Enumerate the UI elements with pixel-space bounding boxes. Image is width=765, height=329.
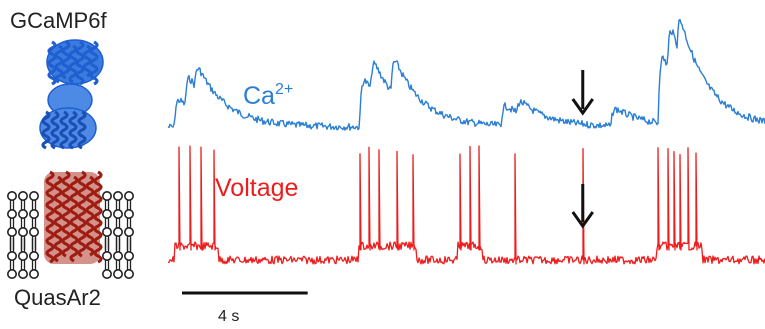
lipid-head-2 (7, 227, 17, 238)
quasar2-helix-5 (85, 175, 95, 257)
calcium-event-arrow-icon (571, 70, 594, 116)
lipid-head-16 (102, 209, 113, 220)
lipid-head-24 (113, 251, 124, 262)
lipid-head-27 (124, 227, 135, 238)
quasar2-helix-4 (77, 170, 87, 258)
calcium-event-arrow-icon-head (571, 98, 594, 116)
quasar2-helix-6 (93, 170, 103, 264)
gcamp6f-helix-3 (68, 110, 78, 150)
calcium-label-superscript: 2+ (275, 81, 293, 98)
lipid-head-25 (124, 191, 135, 202)
lipid-membrane (7, 191, 135, 279)
lipid-head-22 (113, 227, 124, 238)
gcamp6f-strand-3 (68, 44, 78, 84)
lipid-head-14 (28, 251, 39, 262)
gcamp6f-strand-2 (61, 40, 71, 80)
time-scale-bar: 4 s (182, 291, 308, 325)
lipid-tail-24 (115, 238, 121, 252)
calcium-series: Ca2+ (167, 18, 765, 131)
lipid-head-10 (28, 191, 39, 202)
gcamp6f-helix-0 (41, 110, 51, 150)
lipid-head-7 (17, 227, 28, 238)
quasar2-helix-0 (45, 170, 55, 264)
lipid-tail-9 (20, 238, 26, 252)
lipid-tail-4 (9, 238, 15, 252)
gcamp6f-strand-5 (82, 44, 92, 78)
gcamp6f-strand-0 (47, 40, 57, 86)
voltage-trace-line (167, 145, 765, 265)
voltage-series-label: Voltage (215, 174, 298, 202)
lipid-head-18 (102, 268, 113, 279)
lipid-head-15 (102, 191, 113, 202)
gcamp6f-protein-structure (39, 39, 104, 150)
lipid-head-28 (124, 268, 135, 279)
scale-bar-label: 4 s (218, 308, 239, 325)
lipid-head-11 (28, 209, 39, 220)
lipid-head-29 (124, 251, 135, 262)
gcamp6f-helix-1 (50, 110, 60, 150)
quasar2-protein-structure (44, 170, 103, 264)
lipid-head-12 (28, 227, 39, 238)
lipid-head-9 (17, 251, 28, 262)
lipid-head-21 (113, 209, 124, 220)
voltage-spike-arrow-icon-head (571, 211, 594, 229)
lipid-head-13 (28, 268, 39, 279)
lipid-head-23 (113, 268, 124, 279)
lipid-tail-14 (31, 238, 37, 252)
calcium-label-base: Ca (243, 82, 275, 110)
voltage-spike-arrow-icon (571, 184, 594, 229)
lipid-head-6 (17, 209, 28, 220)
gcamp6f-helix-2 (59, 110, 69, 150)
voltage-series: Voltage (167, 145, 765, 265)
lipid-head-26 (124, 209, 135, 220)
gcamp6f-strand-4 (75, 40, 85, 86)
gcamp6f-strand-1 (54, 44, 64, 84)
calcium-series-label: Ca2+ (243, 81, 293, 110)
annotation-arrows (571, 70, 594, 229)
quasar2-helix-1 (53, 175, 63, 263)
calcium-trace-line (167, 18, 765, 131)
lipid-head-20 (113, 191, 124, 202)
quasar2-helix-2 (61, 170, 71, 258)
gcamp6f-strand-6 (89, 40, 99, 86)
gcamp6f-helix-4 (77, 110, 87, 150)
lipid-head-4 (7, 251, 17, 262)
lipid-head-5 (17, 191, 28, 202)
quasar2-helix-3 (69, 175, 79, 263)
protein-illustration: GCaMP6f QuasAr2 (7, 8, 135, 310)
lipid-tail-19 (104, 238, 110, 252)
quasar2-label: QuasAr2 (14, 285, 101, 310)
lipid-head-8 (17, 268, 28, 279)
lipid-tail-29 (126, 238, 132, 252)
lipid-head-0 (7, 191, 17, 202)
lipid-head-1 (7, 209, 17, 220)
lipid-head-3 (7, 268, 17, 279)
lipid-head-19 (102, 251, 113, 262)
lipid-head-17 (102, 227, 113, 238)
gcamp6f-label: GCaMP6f (10, 8, 107, 33)
